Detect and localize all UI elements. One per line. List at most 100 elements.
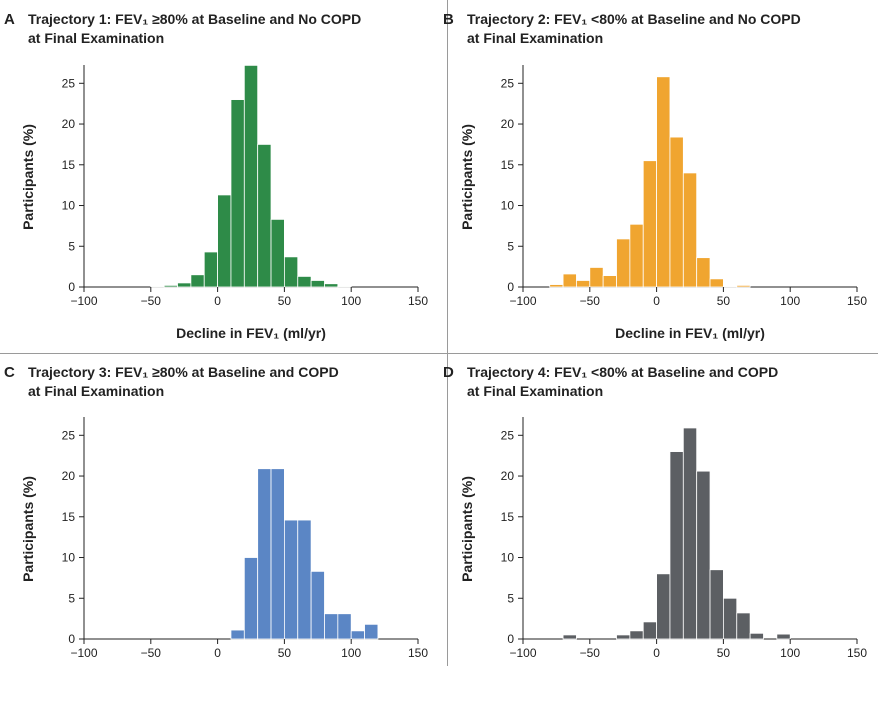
histogram-bar — [350, 630, 365, 640]
histogram-bar — [324, 283, 339, 288]
y-tick-label: 25 — [62, 76, 76, 90]
panel-title: B Trajectory 2: FEV₁ <80% at Baseline and… — [443, 10, 863, 47]
histogram-bar — [283, 519, 299, 640]
histogram-bar — [337, 285, 352, 288]
histogram-bar — [283, 256, 299, 288]
panel-title-line1: Trajectory 1: FEV₁ ≥80% at Baseline and … — [28, 11, 362, 27]
histogram-bar — [722, 597, 738, 640]
x-tick-label: −100 — [509, 646, 536, 660]
histogram-bar — [257, 144, 272, 288]
panel-d: D Trajectory 4: FEV₁ <80% at Baseline and… — [439, 353, 878, 706]
panel-title-line2: at Final Examination — [28, 383, 165, 399]
histogram-bar — [696, 470, 711, 640]
panel-letter: B — [443, 11, 454, 28]
y-tick-label: 25 — [62, 428, 76, 442]
histogram: 0 5 10 15 20 25 −100 −50 0 50 100 150 Participants (… — [459, 65, 867, 341]
histogram-bar — [776, 633, 791, 640]
x-tick-label: −50 — [141, 646, 162, 660]
histogram-bar — [656, 573, 671, 640]
histogram-bar — [616, 634, 631, 640]
panel-title: D Trajectory 4: FEV₁ <80% at Baseline and… — [443, 363, 863, 400]
y-tick-label: 20 — [62, 117, 76, 131]
y-tick-label: 0 — [507, 280, 514, 294]
y-tick-label: 20 — [501, 117, 515, 131]
histogram-bar — [642, 621, 658, 640]
histogram-bar — [682, 427, 698, 640]
histogram-bar — [576, 280, 591, 288]
y-tick-label: 25 — [501, 428, 515, 442]
histogram-bar — [190, 274, 205, 288]
x-tick-label: −100 — [509, 294, 536, 308]
histogram-bar — [150, 285, 165, 288]
x-tick-label: −100 — [70, 646, 97, 660]
x-tick-label: −50 — [580, 646, 601, 660]
histogram-bar — [337, 613, 352, 640]
panel-title-line1: Trajectory 3: FEV₁ ≥80% at Baseline and … — [28, 364, 339, 380]
x-tick-label: 100 — [341, 646, 361, 660]
histogram-bar — [616, 238, 631, 288]
y-tick-label: 15 — [62, 510, 76, 524]
y-tick-label: 5 — [507, 239, 514, 253]
figure: A Trajectory 1: FEV₁ ≥80% at Baseline and… — [0, 0, 878, 666]
y-tick-label: 10 — [501, 551, 515, 565]
histogram-bar — [669, 451, 684, 640]
histogram-bar — [297, 276, 312, 288]
y-tick-label: 0 — [507, 632, 514, 646]
x-tick-label: 50 — [278, 294, 292, 308]
histogram-bar — [163, 284, 178, 288]
x-tick-label: 100 — [780, 646, 800, 660]
y-tick-label: 5 — [507, 591, 514, 605]
y-axis-title: Participants (%) — [20, 124, 36, 230]
y-tick-label: 5 — [68, 591, 75, 605]
x-tick-label: 150 — [847, 294, 867, 308]
panel-letter: A — [4, 11, 15, 28]
histogram-bar — [669, 136, 684, 288]
histogram-bar — [243, 64, 259, 288]
panel-letter: D — [443, 364, 454, 381]
x-tick-label: 150 — [408, 646, 428, 660]
panel-title-line1: Trajectory 2: FEV₁ <80% at Baseline and … — [467, 11, 801, 27]
x-tick-label: 0 — [214, 646, 221, 660]
histogram: 0 5 10 15 20 25 −100 −50 0 50 100 150 Participants (… — [20, 417, 428, 660]
histogram-bar — [709, 278, 724, 288]
histogram-bar — [364, 623, 379, 640]
histogram-bar — [682, 172, 698, 288]
x-tick-label: −50 — [141, 294, 162, 308]
panel-title-line2: at Final Examination — [28, 30, 165, 46]
histogram-bar — [310, 570, 325, 640]
histogram-bar — [203, 251, 219, 288]
histogram-bar — [736, 612, 751, 640]
x-axis-title: Decline in FEV₁ (ml/yr) — [615, 325, 765, 341]
x-tick-label: 0 — [653, 646, 660, 660]
y-tick-label: 10 — [501, 199, 515, 213]
histogram-bar — [257, 468, 272, 640]
y-tick-label: 15 — [501, 158, 515, 172]
histogram-bar — [629, 630, 644, 640]
histogram-bar — [270, 468, 285, 640]
y-tick-label: 20 — [501, 469, 515, 483]
histogram-bar — [230, 629, 245, 640]
x-tick-label: 150 — [847, 646, 867, 660]
histogram-bar — [736, 284, 751, 288]
panel-letter: C — [4, 364, 15, 381]
y-tick-label: 20 — [62, 469, 76, 483]
histogram: 0 5 10 15 20 25 −100 −50 0 50 100 150 Participants (… — [20, 64, 428, 341]
x-tick-label: 0 — [653, 294, 660, 308]
panel-b: B Trajectory 2: FEV₁ <80% at Baseline and… — [439, 0, 878, 353]
histogram-bar — [656, 76, 671, 288]
x-tick-label: 50 — [717, 646, 731, 660]
x-tick-label: 50 — [278, 646, 292, 660]
panel-c: C Trajectory 3: FEV₁ ≥80% at Baseline and… — [0, 353, 439, 706]
y-tick-label: 0 — [68, 632, 75, 646]
y-axis-title: Participants (%) — [459, 124, 475, 230]
histogram-bar — [696, 257, 711, 288]
panel-title-line2: at Final Examination — [467, 383, 604, 399]
x-tick-label: 0 — [214, 294, 221, 308]
panel-title: A Trajectory 1: FEV₁ ≥80% at Baseline and… — [4, 10, 424, 47]
y-tick-label: 15 — [62, 158, 76, 172]
panel-title-line2: at Final Examination — [467, 30, 604, 46]
y-tick-label: 10 — [62, 551, 76, 565]
histogram-bar — [589, 267, 604, 288]
histogram-bar — [709, 569, 724, 640]
histogram-bar — [310, 280, 325, 288]
